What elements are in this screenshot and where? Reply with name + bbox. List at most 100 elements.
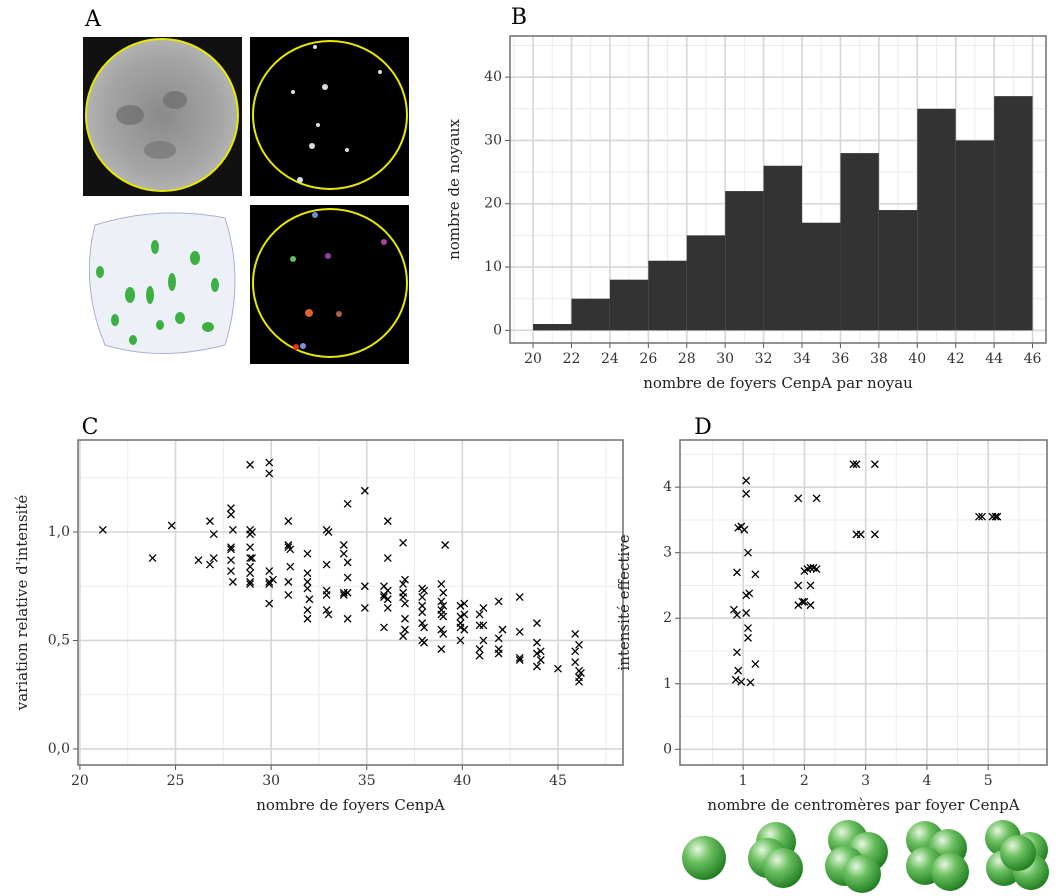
point-stroke	[148, 554, 157, 562]
point	[360, 486, 369, 495]
point	[227, 545, 235, 554]
x-tick-label: 20	[524, 351, 542, 367]
point-stroke	[494, 634, 503, 643]
bar	[917, 108, 956, 331]
blob	[163, 91, 187, 109]
bar	[609, 279, 649, 331]
point-stroke	[515, 593, 524, 602]
point	[751, 570, 760, 579]
point	[475, 645, 484, 654]
point-stroke	[343, 499, 352, 508]
y-axis-title: nombre de noyaux	[445, 119, 463, 260]
point-stroke	[575, 677, 583, 686]
x-tick-label: 24	[601, 351, 619, 367]
colored-foci	[290, 212, 387, 350]
point-stroke	[248, 528, 256, 536]
point	[205, 517, 214, 526]
point	[418, 608, 427, 617]
point-stroke	[360, 486, 369, 495]
point	[401, 614, 409, 623]
x-axis-title: nombre de foyers CenpA par noyau	[643, 374, 913, 392]
chart: D 1 2 3 4 5 0 1 2 3 4 nombre de centromères par foy…	[615, 415, 1048, 814]
point	[303, 569, 312, 578]
point	[227, 556, 235, 565]
point-stroke	[856, 530, 865, 539]
point	[731, 675, 740, 684]
point-stroke	[439, 601, 448, 610]
y-tick-label: 20	[484, 196, 502, 212]
x-tick-label: 1	[739, 773, 748, 789]
point	[479, 636, 488, 645]
point	[975, 512, 983, 521]
point-stroke	[439, 629, 448, 638]
point	[494, 649, 503, 658]
spheres	[682, 820, 1049, 893]
point-stroke	[167, 521, 176, 530]
point-stroke	[571, 647, 580, 656]
point	[228, 577, 237, 586]
point-stroke	[383, 517, 392, 526]
point	[460, 610, 469, 619]
y-tick-label: 2	[663, 610, 672, 626]
bar	[994, 96, 1033, 331]
point	[269, 575, 278, 584]
point	[322, 606, 331, 615]
point	[515, 627, 524, 636]
point-stroke	[806, 563, 815, 572]
point-stroke	[475, 651, 484, 660]
point-stroke	[437, 625, 446, 634]
point	[420, 638, 429, 647]
point	[339, 541, 348, 549]
point	[303, 577, 312, 586]
point	[246, 543, 255, 552]
point-stroke	[324, 610, 333, 619]
x-tick-label: 40	[908, 351, 926, 367]
point-stroke	[303, 569, 312, 578]
image	[250, 37, 409, 196]
point	[456, 601, 465, 610]
point	[324, 610, 333, 619]
point-stroke	[731, 675, 740, 684]
point	[439, 601, 448, 610]
point-stroke	[227, 510, 235, 519]
point-stroke	[265, 458, 274, 467]
point-stroke	[733, 568, 741, 577]
point	[740, 525, 749, 534]
bar	[686, 235, 726, 331]
point	[571, 629, 580, 638]
point-stroke	[571, 658, 580, 667]
point	[399, 593, 408, 602]
point-stroke	[751, 570, 760, 579]
bar	[763, 165, 803, 331]
point-stroke	[401, 599, 409, 608]
x-axis-title: nombre de foyers CenpA	[256, 796, 445, 814]
point	[98, 525, 107, 534]
point-stroke	[740, 525, 749, 534]
point	[246, 569, 255, 578]
x-tick-label: 26	[639, 351, 657, 367]
point	[227, 504, 235, 513]
point	[806, 581, 815, 590]
point-stroke	[733, 610, 741, 619]
point-stroke	[849, 460, 858, 469]
y-axis-title: variation relative d'intensité	[13, 495, 31, 712]
point-stroke	[460, 599, 469, 608]
x-tick-label: 25	[167, 773, 185, 789]
point-stroke	[205, 560, 214, 569]
point-stroke	[246, 562, 255, 571]
point	[733, 648, 741, 657]
panel-label: D	[694, 415, 712, 440]
point-stroke	[742, 476, 751, 485]
point-stroke	[98, 525, 107, 534]
point	[479, 603, 488, 612]
point	[978, 512, 987, 521]
point-stroke	[228, 525, 237, 534]
point	[343, 614, 352, 623]
plot-border	[509, 35, 1047, 344]
x-tick-label: 46	[1024, 351, 1042, 367]
point	[324, 528, 333, 536]
point	[343, 588, 352, 597]
point	[383, 554, 392, 562]
point-stroke	[460, 610, 469, 619]
point	[322, 590, 331, 599]
